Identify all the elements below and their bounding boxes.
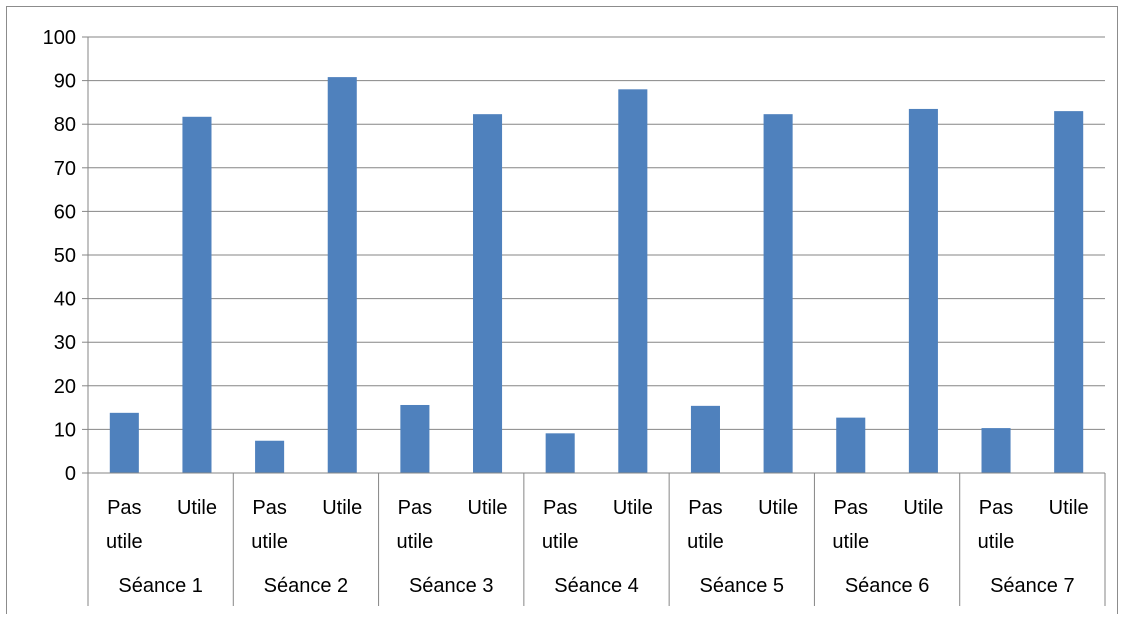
x-subcategory-label-line2: utile	[687, 531, 724, 553]
x-axis: Pas utile Utile Pas utile Utile Pas utile Utile P…	[87, 472, 1106, 606]
x-subcategory-label: Utile	[903, 497, 943, 519]
bar	[545, 433, 575, 473]
x-group-label: Séance 1	[118, 575, 203, 597]
x-subcategory-label: Pas	[688, 497, 722, 519]
x-group-label: Séance 5	[700, 575, 785, 597]
x-group-label: Séance 4	[554, 575, 639, 597]
x-subcategory-label: Utile	[613, 497, 653, 519]
x-subcategory-label: Utile	[322, 497, 362, 519]
y-axis-tick-labels: 0 10 20 30 40 50 60 70 80 90 100	[43, 27, 76, 485]
x-group-label: Séance 3	[409, 575, 494, 597]
bar	[763, 114, 793, 473]
bar	[109, 412, 139, 473]
x-subcategory-label: Pas	[398, 497, 432, 519]
x-subcategory-label: Pas	[834, 497, 868, 519]
y-tick-label: 20	[54, 376, 76, 398]
bar	[690, 405, 720, 473]
x-subcategory-label: Utile	[177, 497, 217, 519]
y-tick-label: 100	[43, 27, 76, 49]
y-tick-label: 50	[54, 245, 76, 267]
x-subcategory-label-line2: utile	[832, 531, 869, 553]
x-group-label: Séance 2	[264, 575, 349, 597]
x-subcategory-label: Pas	[979, 497, 1013, 519]
y-tick-label: 80	[54, 114, 76, 136]
bar	[473, 114, 503, 473]
y-tick-label: 30	[54, 332, 76, 354]
bar	[836, 417, 866, 473]
bars	[109, 77, 1084, 474]
x-subcategory-label: Utile	[1049, 497, 1089, 519]
x-subcategory-label: Pas	[543, 497, 577, 519]
x-subcategory-label: Utile	[758, 497, 798, 519]
y-tick-label: 0	[65, 463, 76, 485]
x-subcategory-label-line2: utile	[106, 531, 143, 553]
x-subcategory-label: Utile	[468, 497, 508, 519]
gridlines	[82, 36, 1105, 474]
y-tick-label: 10	[54, 419, 76, 441]
bar	[182, 116, 212, 474]
chart-frame	[6, 6, 1118, 614]
y-tick-label: 90	[54, 71, 76, 93]
x-subcategory-label: Pas	[107, 497, 141, 519]
x-subcategory-label-line2: utile	[251, 531, 288, 553]
x-subcategory-label-line2: utile	[978, 531, 1015, 553]
x-subcategory-label: Pas	[252, 497, 286, 519]
bar	[327, 77, 357, 473]
y-tick-label: 40	[54, 289, 76, 311]
y-tick-label: 60	[54, 201, 76, 223]
x-subcategory-label-line2: utile	[397, 531, 434, 553]
x-subcategory-label-line2: utile	[542, 531, 579, 553]
bar	[1054, 111, 1084, 474]
x-group-label: Séance 6	[845, 575, 930, 597]
bar	[400, 404, 430, 473]
bar	[908, 108, 938, 473]
bar	[255, 440, 285, 473]
y-tick-label: 70	[54, 158, 76, 180]
bar	[981, 428, 1011, 473]
bar	[618, 89, 648, 473]
x-group-label: Séance 7	[990, 575, 1075, 597]
